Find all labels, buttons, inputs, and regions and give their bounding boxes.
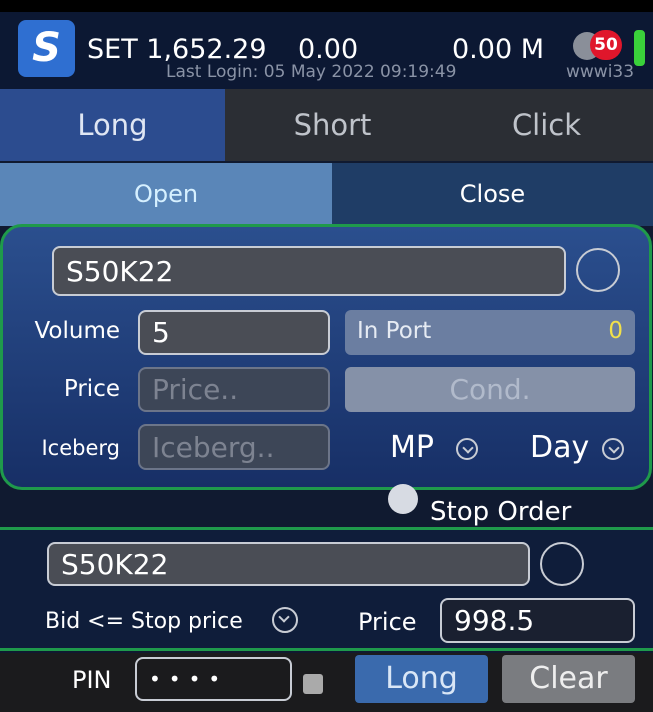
- stop-price-input[interactable]: 998.5: [440, 598, 635, 643]
- in-port: In Port 0: [345, 310, 635, 355]
- submit-button[interactable]: Long: [355, 655, 488, 703]
- price-input[interactable]: Price..: [138, 367, 330, 412]
- clear-button[interactable]: Clear: [502, 655, 635, 703]
- tab[interactable]: Click: [440, 89, 653, 161]
- last-login: Last Login: 05 May 2022 09:19:49: [166, 62, 457, 82]
- label: Price: [358, 608, 417, 636]
- header: S SET 1,652.29 0.00 0.00 M Last Login: 0…: [0, 12, 653, 89]
- subtab[interactable]: Open: [0, 163, 332, 226]
- stop-symbol-input[interactable]: S50K22: [47, 542, 530, 586]
- badge: 50: [590, 30, 622, 60]
- dropdown[interactable]: [456, 438, 478, 460]
- validity[interactable]: Day: [530, 430, 590, 465]
- volume: 0.00 M: [452, 34, 544, 65]
- condition[interactable]: Bid <= Stop price: [45, 609, 243, 634]
- lock-icon: [303, 674, 323, 694]
- value: 0: [608, 318, 623, 344]
- logo[interactable]: S: [18, 20, 75, 77]
- user: wwwi33: [566, 62, 635, 82]
- cond-button[interactable]: Cond.: [345, 367, 635, 412]
- label: Price: [63, 376, 120, 402]
- subtab[interactable]: Close: [332, 163, 653, 226]
- dropdown[interactable]: [272, 607, 298, 633]
- search-button[interactable]: [540, 542, 584, 586]
- label: In Port: [357, 318, 432, 344]
- search-button[interactable]: [576, 248, 620, 292]
- index: SET 1,652.29: [87, 34, 267, 65]
- tab[interactable]: Short: [225, 89, 440, 161]
- pin-label: PIN: [72, 666, 112, 694]
- label: Volume: [34, 318, 120, 344]
- symbol-input[interactable]: S50K22: [52, 246, 566, 296]
- dropdown[interactable]: [602, 438, 624, 460]
- change: 0.00: [298, 34, 359, 65]
- stop-order-label: Stop Order: [430, 497, 572, 527]
- pin-input[interactable]: ••••: [135, 657, 292, 701]
- label: Iceberg: [41, 436, 120, 460]
- volume-input[interactable]: 5: [138, 310, 330, 355]
- iceberg-input[interactable]: Iceberg..: [138, 424, 330, 470]
- battery: [634, 30, 645, 66]
- tab[interactable]: Long: [0, 89, 225, 161]
- status-bar: [0, 0, 653, 12]
- checkbox[interactable]: [388, 484, 418, 514]
- price-type[interactable]: MP: [390, 430, 434, 465]
